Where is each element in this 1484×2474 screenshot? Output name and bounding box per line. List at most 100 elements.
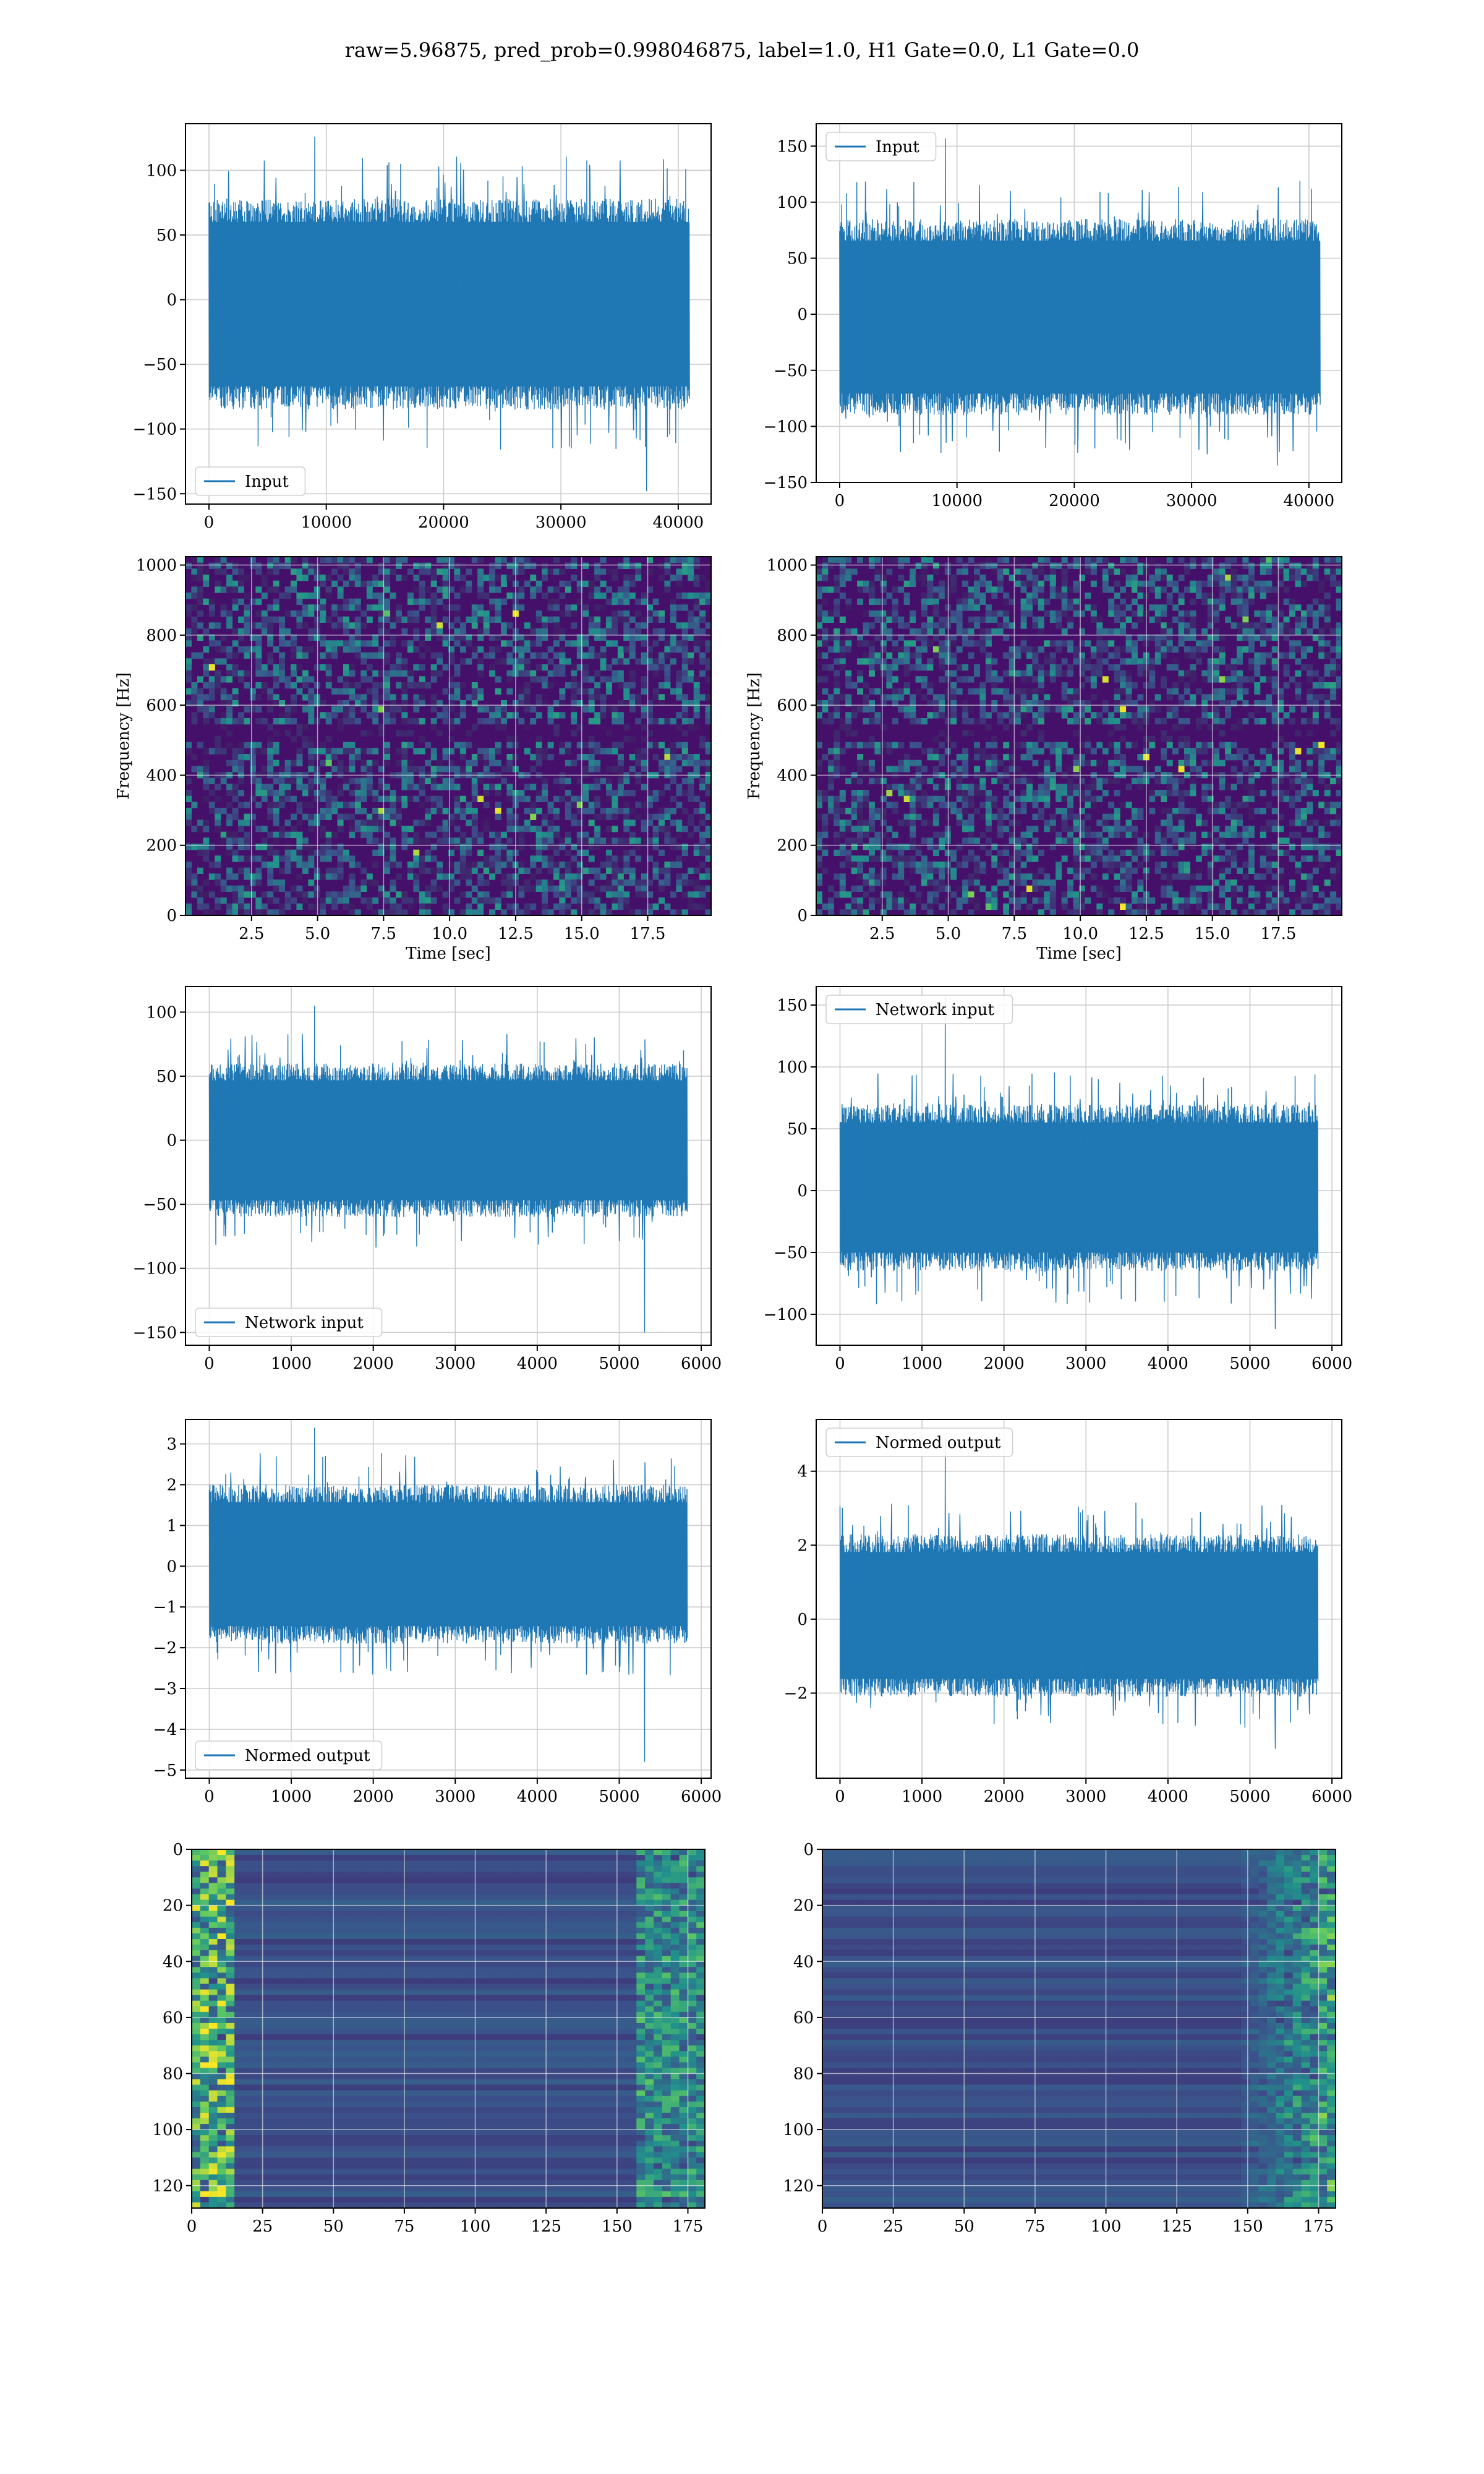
heatmap-cell [816,897,822,904]
heatmap-cell [699,598,706,605]
y-tick-label: −150 [133,485,177,503]
heatmap-cell [186,688,192,695]
heatmap-cell [1067,646,1074,653]
heatmap-cell [1020,646,1027,653]
heatmap-cell [483,652,490,659]
heatmap-cell [343,718,349,725]
heatmap-cell [1085,562,1091,569]
heatmap-cell [384,748,391,755]
heatmap-cell [413,873,420,880]
heatmap-cell [425,562,432,569]
heatmap-cell [1213,718,1220,725]
heatmap-cell [524,646,531,653]
heatmap-cell [279,616,286,623]
heatmap-cell [1044,575,1051,581]
heatmap-cell [892,664,898,671]
heatmap-cell [547,855,554,862]
heatmap-cell [419,909,425,916]
heatmap-cell [360,676,367,683]
heatmap-cell [506,784,513,790]
heatmap-cell [518,837,525,844]
heatmap-cell [1044,700,1051,707]
heatmap-cell [1161,795,1167,802]
heatmap-cell [1219,694,1226,701]
heatmap-cell [425,795,432,802]
heatmap-cell [448,784,454,790]
heatmap-cell [956,777,963,784]
heatmap-cell [1003,880,1010,886]
heatmap-cell [1219,634,1226,641]
heatmap-cell [349,748,356,755]
heatmap-cell [320,580,326,587]
heatmap-cell [471,808,478,815]
heatmap-cell [612,880,618,886]
heatmap-cell [437,867,443,874]
heatmap-cell [1172,808,1179,815]
heatmap-cell [1184,634,1190,641]
heatmap-cell [629,646,636,653]
heatmap-cell [932,808,939,815]
heatmap-cell [279,784,286,790]
heatmap-cell [1003,873,1010,880]
heatmap-cell [1114,897,1120,904]
heatmap-cell [186,903,192,910]
heatmap-cell [302,724,309,730]
heatmap-cell [495,808,501,815]
heatmap-cell [320,909,326,916]
heatmap-cell [1149,676,1156,683]
heatmap-cell [413,718,420,725]
heatmap-cell [962,730,969,737]
heatmap-cell [676,826,683,833]
heatmap-cell [688,880,694,886]
heatmap-cell [582,897,589,904]
heatmap-cell [635,694,642,701]
heatmap-cell [524,826,531,833]
heatmap-cell [1079,855,1085,862]
heatmap-cell [437,826,443,833]
heatmap-cell [863,831,869,838]
heatmap-cell [670,754,676,761]
heatmap-cell [1166,664,1173,671]
heatmap-cell [816,622,822,629]
heatmap-cell [623,808,630,815]
heatmap-cell [1073,652,1080,659]
heatmap-cell [302,593,309,599]
heatmap-cell [641,837,647,844]
heatmap-cell [279,670,286,677]
heatmap-cell [291,826,297,833]
heatmap-cell [1096,903,1103,910]
heatmap-cell [232,891,239,898]
heatmap-cell [932,712,939,719]
heatmap-cell [880,880,887,886]
heatmap-cell [1190,610,1196,617]
heatmap-cell [542,748,548,755]
heatmap-cell [1172,724,1179,730]
heatmap-cell [501,712,507,719]
heatmap-cell [273,760,279,766]
heatmap-cell [349,646,356,653]
heatmap-cell [384,658,391,665]
heatmap-cell [659,700,665,707]
heatmap-cell [676,885,683,892]
heatmap-cell [652,826,659,833]
heatmap-cell [968,557,974,563]
heatmap-cell [378,837,385,844]
heatmap-cell [518,700,525,707]
heatmap-cell [582,790,589,797]
heatmap-cell [378,730,385,737]
heatmap-cell [273,813,279,820]
heatmap-cell [506,676,513,683]
heatmap-cell [869,658,875,665]
heatmap-cell [203,891,210,898]
heatmap-cell [203,718,210,725]
heatmap-cell [582,784,589,790]
heatmap-cell [1067,831,1074,838]
heatmap-cell [372,837,379,844]
heatmap-cell [1166,831,1173,838]
heatmap-cell [827,562,834,569]
heatmap-cell [366,820,373,826]
heatmap-cell [354,568,361,575]
heatmap-cell [974,897,980,904]
heatmap-cell [1026,604,1033,611]
heatmap-cell [1067,748,1074,755]
